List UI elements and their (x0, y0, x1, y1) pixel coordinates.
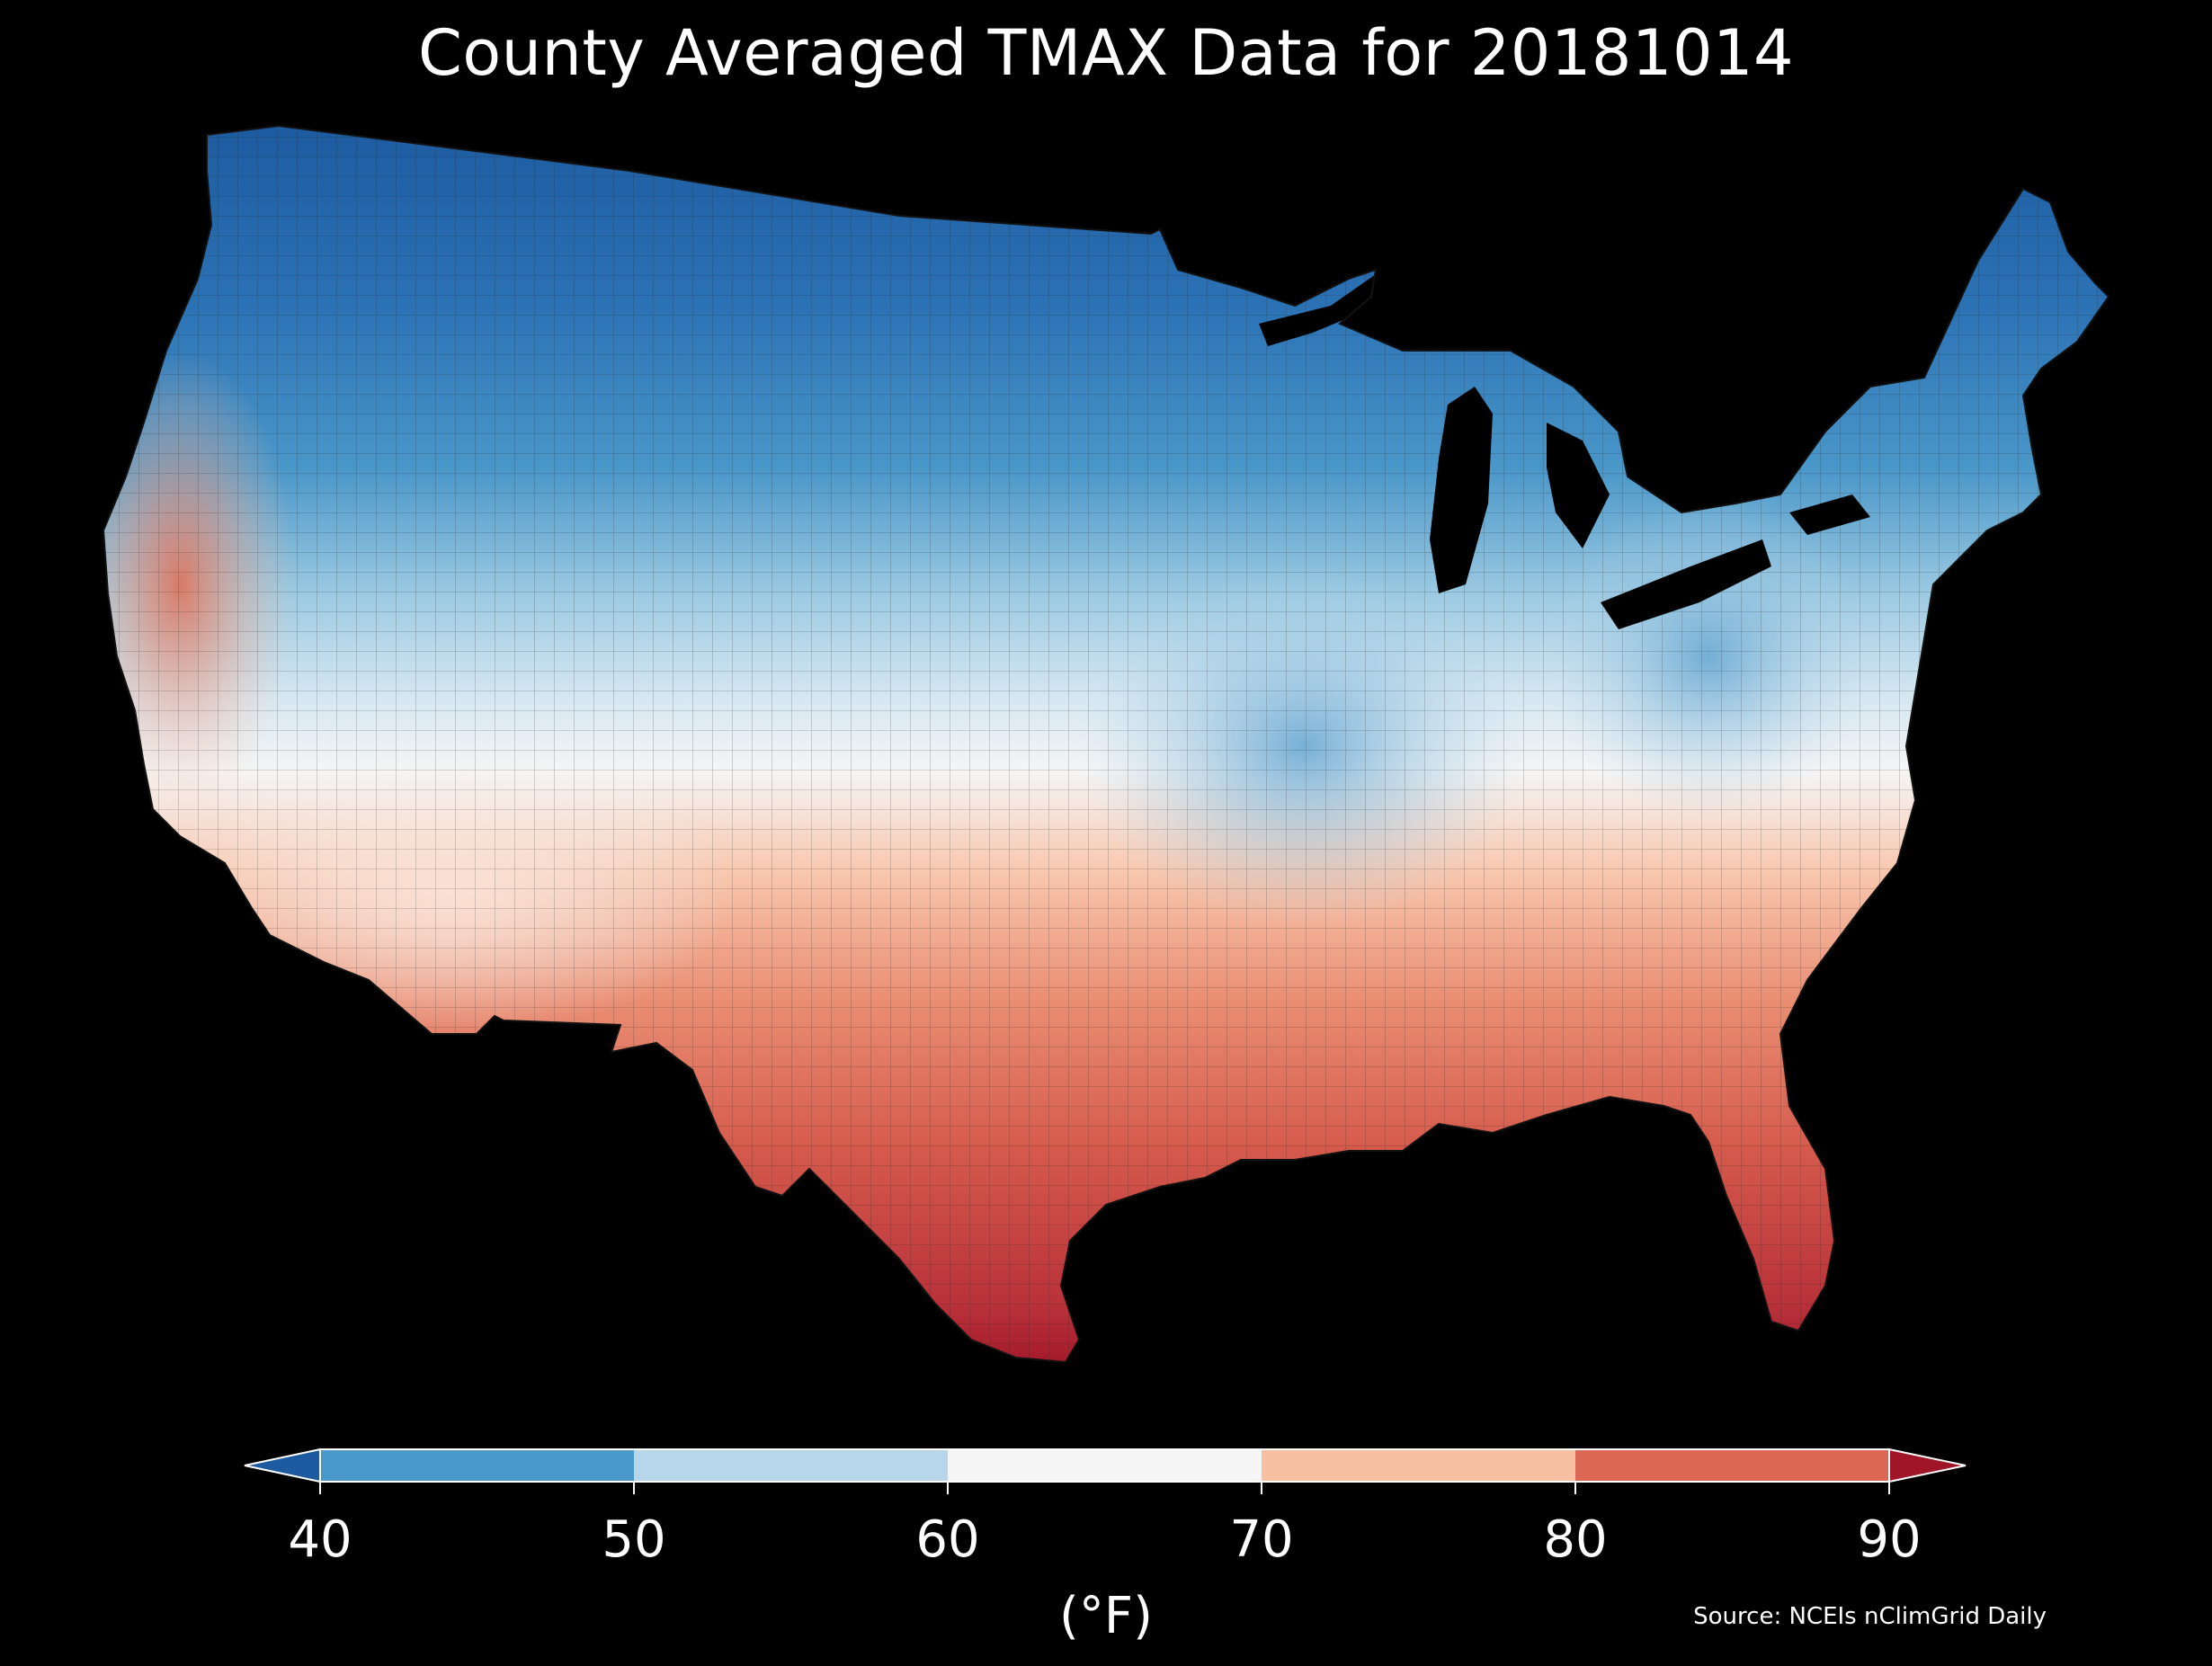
colorbar-extend-high (1888, 1448, 1967, 1483)
colorbar-extend-low (244, 1448, 321, 1483)
colorbar-segment-80-90 (1575, 1449, 1889, 1482)
colorbar-segment-50-60 (634, 1449, 948, 1482)
colorbar-tick-label: 90 (1857, 1510, 1922, 1569)
colorbar-tick-label: 60 (915, 1510, 980, 1569)
colorbar-segment-60-70 (948, 1449, 1262, 1482)
us-outline (102, 124, 2110, 1364)
colorbar-tick-label: 40 (288, 1510, 352, 1569)
colorbar-tick-label: 50 (602, 1510, 666, 1569)
source-note: Source: NCEIs nClimGrid Daily (1693, 1603, 2047, 1630)
colorbar-tick-label: 70 (1229, 1510, 1294, 1569)
us-counties (103, 126, 2109, 1362)
colorbar-tick-label: 80 (1543, 1510, 1608, 1569)
colorbar-segment-40-50 (320, 1449, 634, 1482)
colorbar-segment-70-80 (1262, 1449, 1575, 1482)
colorbar-legend (0, 1439, 2212, 1528)
colorbar-unit-label: (°F) (1059, 1587, 1153, 1645)
page-title: County Averaged TMAX Data for 20181014 (417, 16, 1795, 90)
colorbar-frame (319, 1448, 1890, 1483)
choropleth-map (0, 117, 2212, 1376)
great-lakes (1259, 274, 1870, 629)
